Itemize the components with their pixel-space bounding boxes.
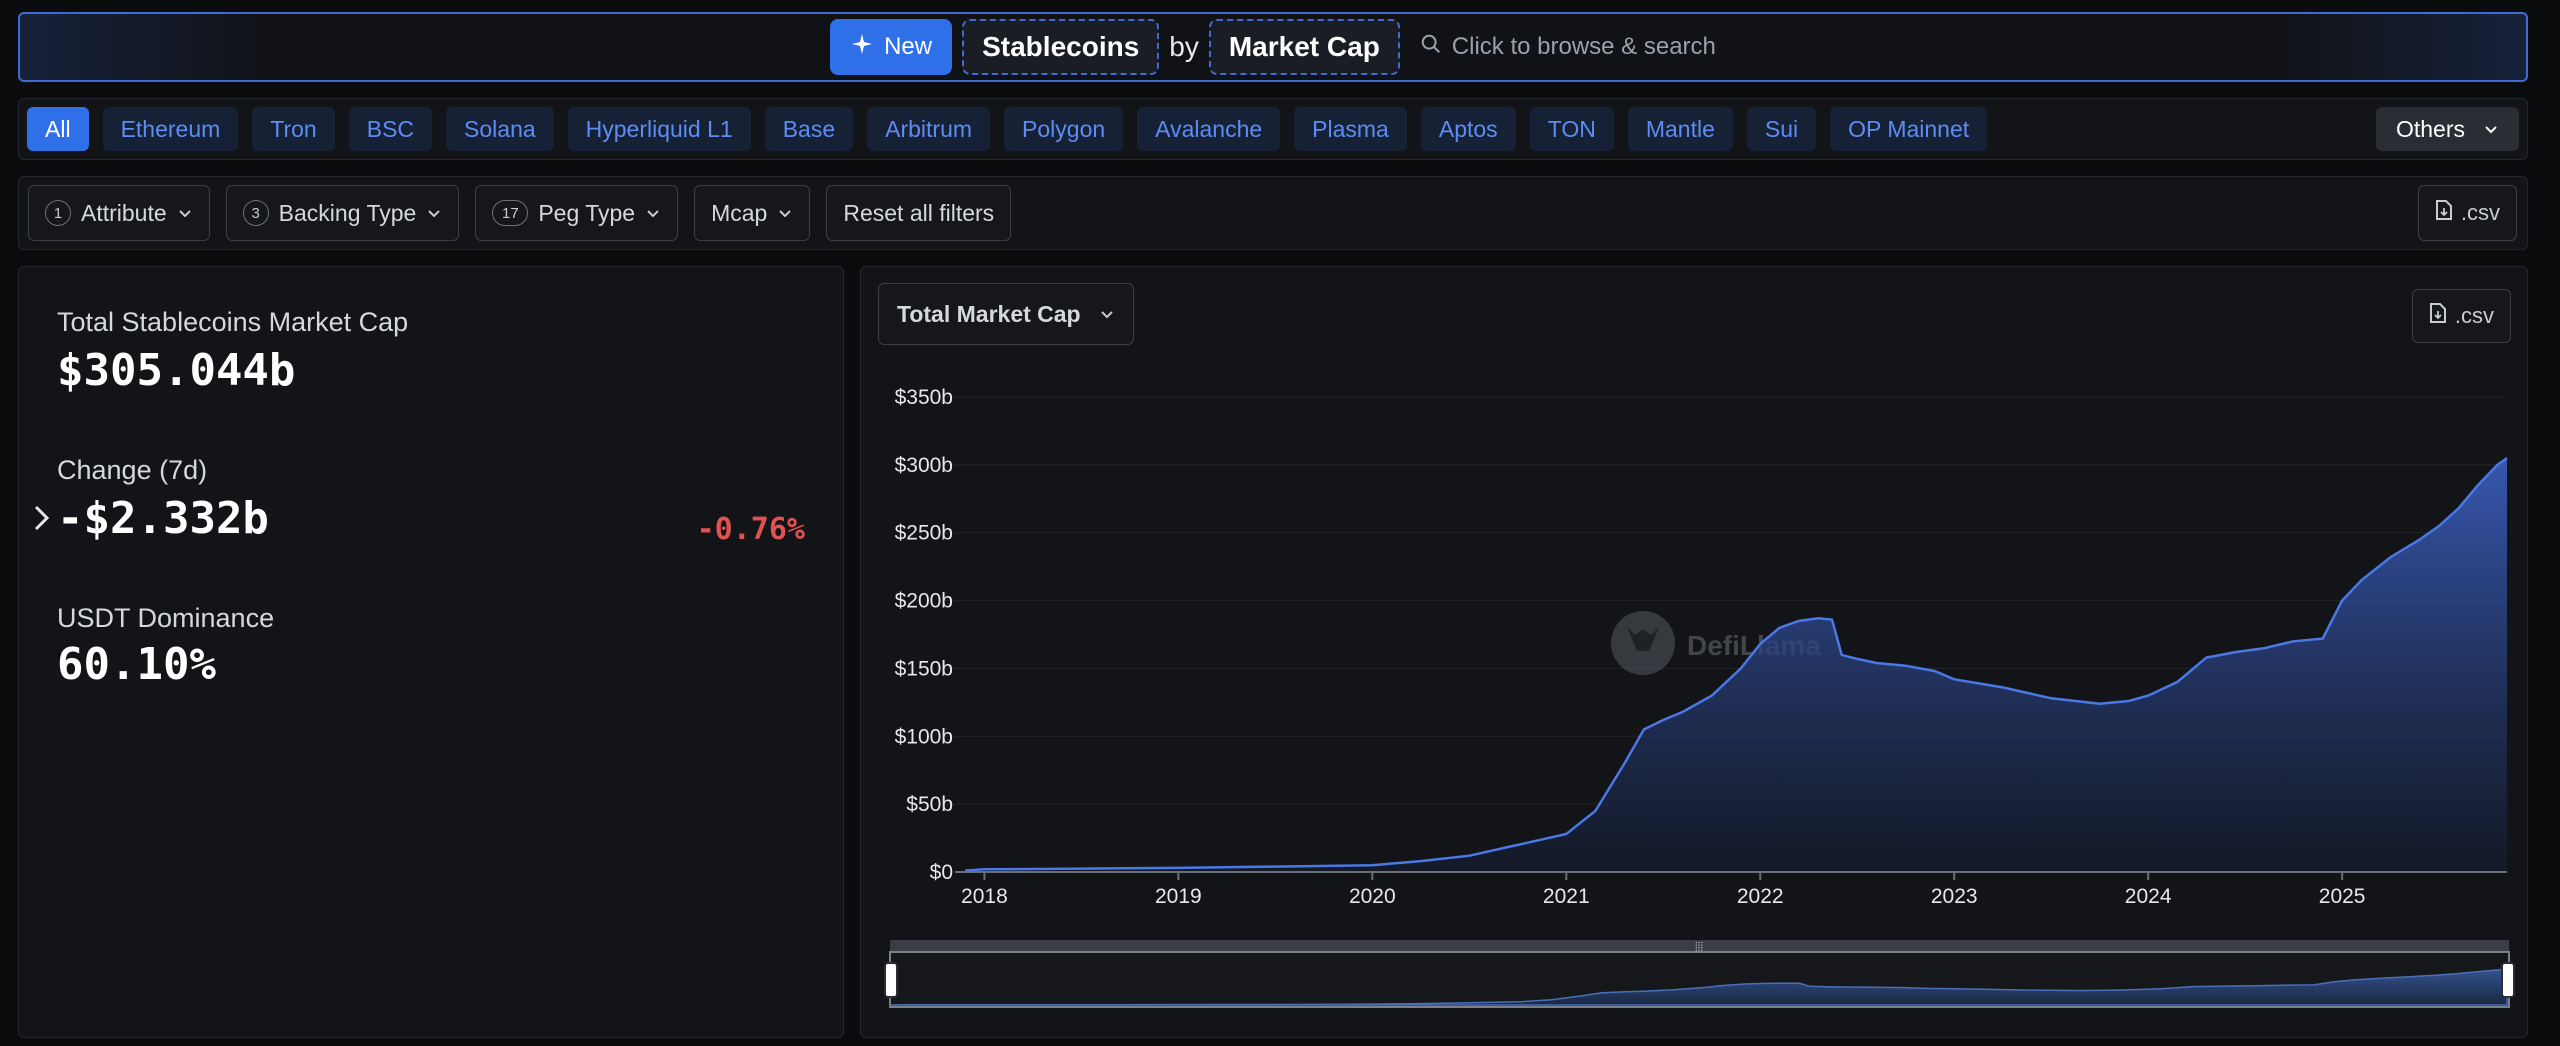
chart-gridlines xyxy=(945,396,2507,805)
chain-tab-ethereum[interactable]: Ethereum xyxy=(102,107,239,151)
chain-tab-tron[interactable]: Tron xyxy=(252,107,335,151)
chevron-down-icon xyxy=(177,200,193,227)
x-tick-label: 2020 xyxy=(1349,885,1396,908)
file-download-icon xyxy=(2429,303,2447,329)
peg-type-count-badge: 17 xyxy=(492,200,529,226)
y-tick-label: $250b xyxy=(895,522,953,545)
x-tick-label: 2022 xyxy=(1737,885,1784,908)
chain-tab-hyperliquid[interactable]: Hyperliquid L1 xyxy=(567,107,751,151)
chain-tab-bsc[interactable]: BSC xyxy=(348,107,433,151)
chain-tab-all[interactable]: All xyxy=(27,107,89,151)
range-slider-right-handle[interactable] xyxy=(2501,962,2515,998)
by-label: by xyxy=(1169,31,1199,62)
total-mcap-label: Total Stablecoins Market Cap xyxy=(57,307,409,337)
filter-bar: 1 Attribute 3 Backing Type 17 Peg Type M… xyxy=(18,176,2528,250)
sparkle-icon xyxy=(850,32,874,63)
mcap-filter-label: Mcap xyxy=(711,199,768,226)
csv-label: .csv xyxy=(2460,200,2500,225)
metric-selector[interactable]: Market Cap xyxy=(1208,19,1400,75)
chart-csv-label: .csv xyxy=(2454,303,2494,328)
search-placeholder: Click to browse & search xyxy=(1451,33,1716,60)
chart-metric-label: Total Market Cap xyxy=(897,300,1081,327)
y-tick-label: $200b xyxy=(895,590,953,613)
y-tick-label: $300b xyxy=(895,454,953,477)
chain-tab-mantle[interactable]: Mantle xyxy=(1627,107,1733,151)
chain-tabs: All Ethereum Tron BSC Solana Hyperliquid… xyxy=(18,98,2528,160)
drag-grip-icon: ⦙⦙⦙ xyxy=(1695,940,1703,954)
chain-tab-plasma[interactable]: Plasma xyxy=(1294,107,1407,151)
range-slider-handle-bar[interactable] xyxy=(890,940,2509,952)
chain-tab-solana[interactable]: Solana xyxy=(446,107,554,151)
y-tick-label: $350b xyxy=(895,386,953,409)
market-cap-chart: $0 $50b $100b $150b $200b $250b $300b $350b 201… xyxy=(884,386,2515,1008)
reset-filters-button[interactable]: Reset all filters xyxy=(826,185,1012,241)
usdt-dominance-label: USDT Dominance xyxy=(57,603,275,633)
chevron-down-icon xyxy=(2483,116,2499,143)
backing-type-filter-label: Backing Type xyxy=(278,199,417,226)
y-axis: $0 $50b $100b $150b $200b $250b $300b $350b xyxy=(895,386,953,884)
chain-tab-avalanche[interactable]: Avalanche xyxy=(1137,107,1281,151)
attribute-filter[interactable]: 1 Attribute xyxy=(28,185,210,241)
others-label: Others xyxy=(2395,115,2465,142)
x-tick-label: 2019 xyxy=(1155,885,1202,908)
x-tick-label: 2018 xyxy=(961,885,1008,908)
chevron-right-icon[interactable] xyxy=(31,503,53,541)
chevron-down-icon xyxy=(777,200,793,227)
page-header: New Stablecoins by Market Cap Click to b… xyxy=(18,12,2528,82)
change-7d-value: -$2.332b xyxy=(57,493,269,544)
chain-tab-base[interactable]: Base xyxy=(764,107,854,151)
change-7d-percent: -0.76% xyxy=(696,512,805,547)
chain-tab-arbitrum[interactable]: Arbitrum xyxy=(867,107,991,151)
x-tick-label: 2023 xyxy=(1931,885,1978,908)
market-cap-area xyxy=(965,458,2507,872)
peg-type-filter[interactable]: 17 Peg Type xyxy=(475,185,679,241)
backing-type-filter[interactable]: 3 Backing Type xyxy=(225,185,460,241)
y-tick-label: $150b xyxy=(895,657,953,680)
chevron-down-icon xyxy=(426,200,442,227)
total-mcap-value: $305.044b xyxy=(57,345,296,396)
file-download-icon xyxy=(2435,200,2453,226)
chain-tab-polygon[interactable]: Polygon xyxy=(1004,107,1124,151)
chain-tab-ton[interactable]: TON xyxy=(1529,107,1614,151)
peg-type-filter-label: Peg Type xyxy=(538,199,636,226)
others-dropdown[interactable]: Others xyxy=(2375,107,2519,151)
metric-group-selector[interactable]: Stablecoins xyxy=(962,19,1160,75)
market-cap-line xyxy=(964,457,2508,872)
chain-tab-sui[interactable]: Sui xyxy=(1746,107,1817,151)
new-button[interactable]: New xyxy=(830,19,953,75)
chevron-down-icon xyxy=(645,200,661,227)
chart-metric-dropdown[interactable]: Total Market Cap xyxy=(878,283,1134,345)
new-button-label: New xyxy=(884,33,933,60)
x-axis: 2018 2019 2020 2021 2022 2023 2024 2025 xyxy=(961,872,2365,908)
attribute-filter-label: Attribute xyxy=(81,199,167,226)
y-tick-label: $100b xyxy=(895,725,953,748)
x-tick-label: 2021 xyxy=(1543,885,1590,908)
backing-type-count-badge: 3 xyxy=(242,200,269,226)
x-tick-label: 2025 xyxy=(2319,885,2366,908)
chart-panel: $0 $50b $100b $150b $200b $250b $300b $350b 201… xyxy=(860,266,2528,1038)
chart-csv-button[interactable]: .csv xyxy=(2411,289,2511,343)
x-tick-label: 2024 xyxy=(2125,885,2172,908)
chevron-down-icon xyxy=(1099,301,1115,328)
chain-tab-op-mainnet[interactable]: OP Mainnet xyxy=(1830,107,1988,151)
usdt-dominance-value: 60.10% xyxy=(57,639,216,690)
attribute-count-badge: 1 xyxy=(45,200,71,226)
y-tick-label: $50b xyxy=(906,793,953,816)
search-icon xyxy=(1420,33,1442,62)
range-slider-preview xyxy=(890,968,2508,1006)
chain-tab-aptos[interactable]: Aptos xyxy=(1420,107,1516,151)
mcap-filter[interactable]: Mcap xyxy=(694,185,811,241)
table-csv-button[interactable]: .csv xyxy=(2417,185,2517,241)
range-slider-left-handle[interactable] xyxy=(884,962,898,998)
y-tick-label: $0 xyxy=(930,861,953,884)
search-input[interactable]: Click to browse & search xyxy=(1420,33,1716,62)
change-7d-label: Change (7d) xyxy=(57,455,208,485)
stats-panel: Total Stablecoins Market Cap $305.044b C… xyxy=(18,266,844,1038)
